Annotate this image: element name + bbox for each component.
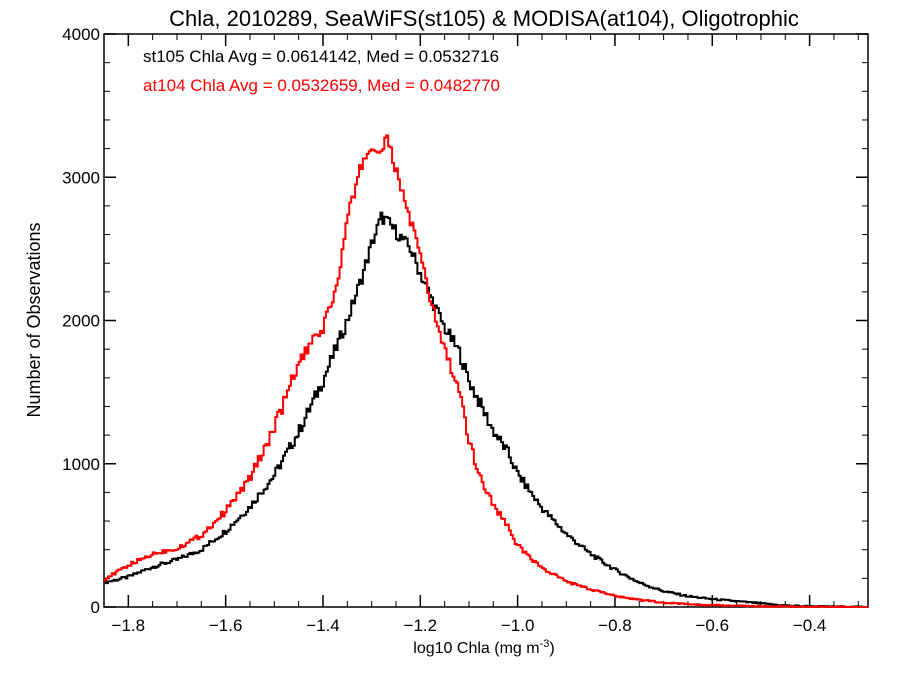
y-axis-ticks: 0 1000 2000 3000 4000 <box>62 25 868 617</box>
x-tick-label: −1.4 <box>306 616 340 635</box>
x-tick-label: −1.8 <box>112 616 146 635</box>
legend-entry-1: st105 Chla Avg = 0.0614142, Med = 0.0532… <box>143 47 499 66</box>
y-tick-label: 3000 <box>62 168 100 187</box>
x-tick-label: −0.6 <box>695 616 729 635</box>
x-tick-label: −1.0 <box>501 616 535 635</box>
y-tick-label: 1000 <box>62 455 100 474</box>
series-line-1 <box>104 211 868 608</box>
y-tick-label: 2000 <box>62 312 100 331</box>
x-tick-label: −1.6 <box>209 616 243 635</box>
x-axis-label-superscript: -3 <box>540 638 550 650</box>
x-axis-label: log10 Chla (mg m-3) <box>413 638 554 657</box>
series-layer <box>104 134 868 608</box>
x-axis-ticks: −1.8 −1.6 −1.4 −1.2 −1.0 −0.8 −0.6 −0.4 <box>103 34 859 635</box>
legend-entry-2: at104 Chla Avg = 0.0532659, Med = 0.0482… <box>143 76 500 95</box>
y-tick-label: 0 <box>91 598 100 617</box>
legend: st105 Chla Avg = 0.0614142, Med = 0.0532… <box>143 47 500 95</box>
chart-title: Chla, 2010289, SeaWiFS(st105) & MODISA(a… <box>169 6 799 31</box>
y-tick-label: 4000 <box>62 25 100 44</box>
x-axis-label-end: ) <box>549 640 554 657</box>
y-axis-label: Number of Observations <box>24 222 44 417</box>
x-tick-label: −1.2 <box>404 616 438 635</box>
x-tick-label: −0.4 <box>793 616 827 635</box>
plot-frame <box>103 33 869 608</box>
series-line-2 <box>104 134 868 608</box>
x-tick-label: −0.8 <box>598 616 632 635</box>
